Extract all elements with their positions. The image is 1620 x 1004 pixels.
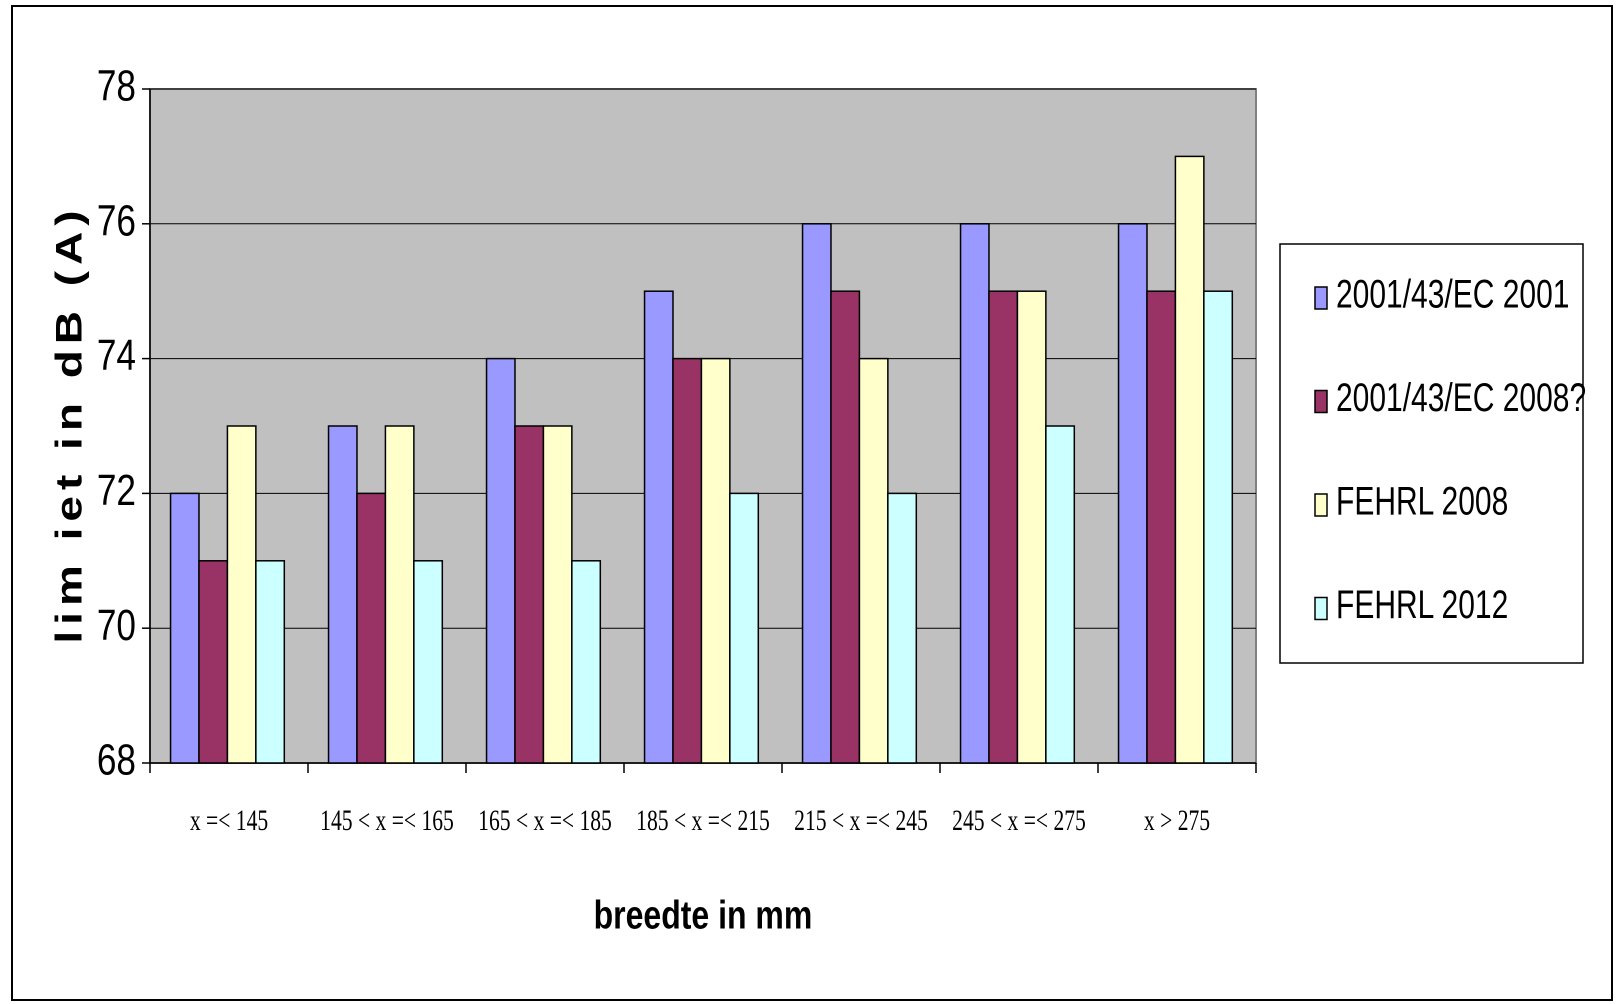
legend-label: FEHRL 2012 [1336, 583, 1508, 627]
bar [1174, 155, 1205, 764]
bar [198, 560, 229, 764]
y-tick-label: 68 [97, 736, 136, 785]
y-tick-label: 78 [97, 62, 136, 111]
bar [514, 425, 545, 764]
bar [700, 357, 731, 764]
bar [830, 290, 861, 764]
bar [959, 223, 990, 764]
legend-label: 2001/43/EC 2001 [1336, 272, 1569, 316]
x-tick-label: 215 < x =< 245 [794, 803, 928, 836]
y-axis-label: lim iet in dB (A) [48, 204, 90, 643]
x-tick-label: 165 < x =< 185 [478, 803, 612, 836]
bar [643, 290, 674, 764]
legend-label: 2001/43/EC 2008? [1336, 376, 1586, 420]
bar [255, 560, 286, 764]
y-tick-label: 76 [97, 197, 136, 246]
bar [1045, 425, 1076, 764]
bar [169, 492, 200, 764]
legend-swatch [1314, 286, 1328, 310]
x-tick-label: 145 < x =< 165 [320, 803, 454, 836]
x-axis-label: breedte in mm [594, 892, 813, 937]
bar [356, 492, 387, 764]
legend [1279, 243, 1584, 664]
legend-swatch [1314, 389, 1328, 414]
bar [801, 223, 832, 764]
bar [729, 492, 760, 764]
bar [413, 560, 444, 764]
bar [887, 492, 918, 764]
bar [1146, 290, 1177, 764]
bar [571, 560, 602, 764]
x-tick-label: x =< 145 [190, 803, 268, 836]
bar [485, 357, 516, 764]
bar [1016, 290, 1047, 764]
legend-swatch [1314, 493, 1328, 517]
y-tick-label: 74 [97, 332, 136, 381]
bar [226, 425, 257, 764]
y-tick-label: 72 [97, 466, 136, 515]
x-tick-label: 185 < x =< 215 [636, 803, 770, 836]
x-tick-label: 245 < x =< 275 [952, 803, 1086, 836]
bar [542, 425, 573, 764]
bar [672, 357, 703, 764]
y-tick-label: 70 [97, 601, 136, 650]
legend-label: FEHRL 2008 [1336, 479, 1508, 523]
legend-swatch [1314, 596, 1328, 621]
bar [327, 425, 358, 764]
bar [1117, 223, 1148, 764]
x-tick-label: x > 275 [1144, 803, 1210, 836]
bar [858, 357, 889, 764]
bar [384, 425, 415, 764]
bar [1203, 290, 1234, 764]
bar [988, 290, 1019, 764]
